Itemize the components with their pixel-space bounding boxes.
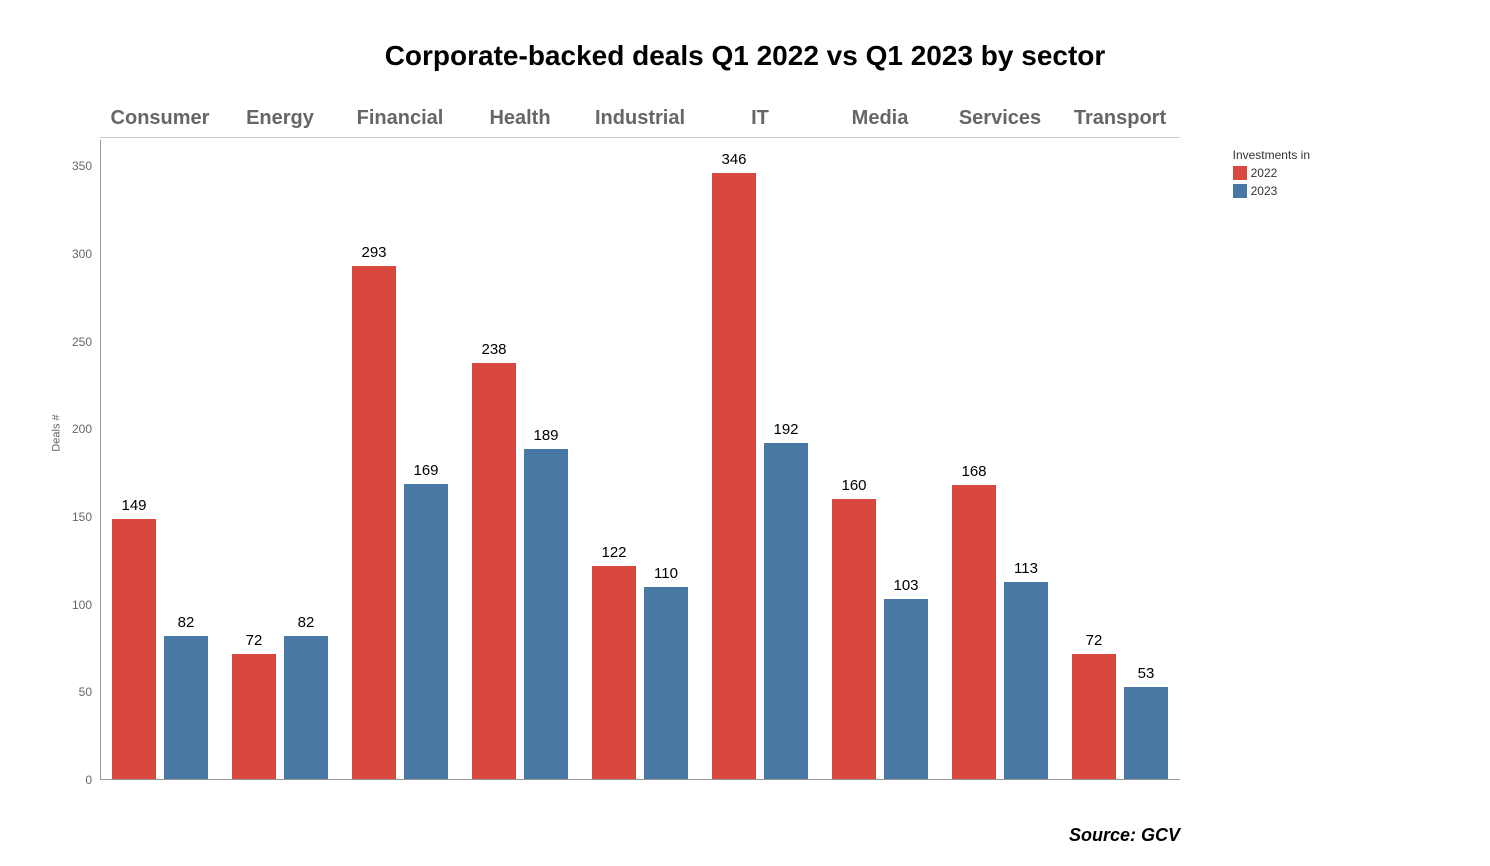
legend-label: 2023: [1251, 182, 1278, 200]
y-axis-tick: 0: [85, 773, 92, 787]
bar-2022: 72: [1072, 654, 1116, 780]
bar-2023: 53: [1124, 687, 1168, 780]
legend-title: Investments in: [1233, 148, 1310, 162]
bar-2022: 293: [352, 266, 396, 780]
bar-value-label: 346: [721, 151, 746, 168]
bar-value-label: 149: [121, 497, 146, 514]
bar-value-label: 192: [773, 421, 798, 438]
bar-value-label: 189: [533, 427, 558, 444]
category-group: 7253: [1060, 140, 1180, 780]
bar-2023: 169: [404, 484, 448, 780]
legend-item: 2022: [1233, 164, 1310, 182]
category-header-row: ConsumerEnergyFinancialHealthIndustrialI…: [100, 98, 1180, 138]
category-group: 160103: [820, 140, 940, 780]
bar-value-label: 122: [601, 544, 626, 561]
y-axis-tick: 50: [79, 685, 92, 699]
category-group: 346192: [700, 140, 820, 780]
legend: Investments in 20222023: [1233, 148, 1310, 200]
y-axis-tick: 300: [72, 247, 92, 261]
category-header: Services: [940, 98, 1060, 137]
bar-value-label: 82: [178, 614, 195, 631]
chart-container: Corporate-backed deals Q1 2022 vs Q1 202…: [0, 0, 1490, 866]
category-group: 14982: [100, 140, 220, 780]
legend-swatch: [1233, 184, 1247, 198]
bar-value-label: 82: [298, 614, 315, 631]
y-axis-tick: 250: [72, 335, 92, 349]
category-group: 293169: [340, 140, 460, 780]
category-header: Financial: [340, 98, 460, 137]
bar-value-label: 168: [961, 463, 986, 480]
category-header: Health: [460, 98, 580, 137]
bar-2023: 189: [524, 449, 568, 780]
y-axis-tick: 350: [72, 159, 92, 173]
bar-value-label: 113: [1014, 560, 1038, 577]
category-header: Industrial: [580, 98, 700, 137]
bar-2023: 113: [1004, 582, 1048, 780]
bar-2022: 72: [232, 654, 276, 780]
bars-wrapper: 1498272822931692381891221103461921601031…: [100, 140, 1180, 780]
category-group: 7282: [220, 140, 340, 780]
bar-value-label: 238: [481, 341, 506, 358]
bar-2023: 82: [284, 636, 328, 780]
bar-2023: 110: [644, 587, 688, 780]
bar-value-label: 160: [841, 477, 866, 494]
bar-value-label: 169: [413, 462, 438, 479]
bar-2023: 103: [884, 599, 928, 780]
bar-2022: 168: [952, 485, 996, 780]
bar-value-label: 103: [893, 577, 918, 594]
y-axis: 050100150200250300350: [50, 140, 100, 780]
bar-value-label: 293: [361, 244, 386, 261]
category-header: Transport: [1060, 98, 1180, 137]
category-header: IT: [700, 98, 820, 137]
category-group: 168113: [940, 140, 1060, 780]
category-header: Media: [820, 98, 940, 137]
x-axis-line: [100, 779, 1180, 780]
bar-2022: 346: [712, 173, 756, 780]
bar-value-label: 72: [246, 632, 263, 649]
bar-2022: 122: [592, 566, 636, 780]
bar-value-label: 53: [1138, 665, 1155, 682]
category-group: 238189: [460, 140, 580, 780]
category-header: Consumer: [100, 98, 220, 137]
legend-swatch: [1233, 166, 1247, 180]
y-axis-tick: 150: [72, 510, 92, 524]
legend-item: 2023: [1233, 182, 1310, 200]
legend-label: 2022: [1251, 164, 1278, 182]
category-header: Energy: [220, 98, 340, 137]
source-text: Source: GCV: [1069, 825, 1180, 846]
bar-2022: 149: [112, 519, 156, 780]
bar-value-label: 72: [1086, 632, 1103, 649]
plot-area: 1498272822931692381891221103461921601031…: [100, 140, 1180, 780]
y-axis-tick: 200: [72, 422, 92, 436]
bar-2022: 160: [832, 499, 876, 780]
bar-2023: 192: [764, 443, 808, 780]
bar-2022: 238: [472, 363, 516, 780]
category-group: 122110: [580, 140, 700, 780]
chart-title: Corporate-backed deals Q1 2022 vs Q1 202…: [0, 40, 1490, 72]
bar-2023: 82: [164, 636, 208, 780]
y-axis-tick: 100: [72, 598, 92, 612]
bar-value-label: 110: [654, 565, 678, 582]
